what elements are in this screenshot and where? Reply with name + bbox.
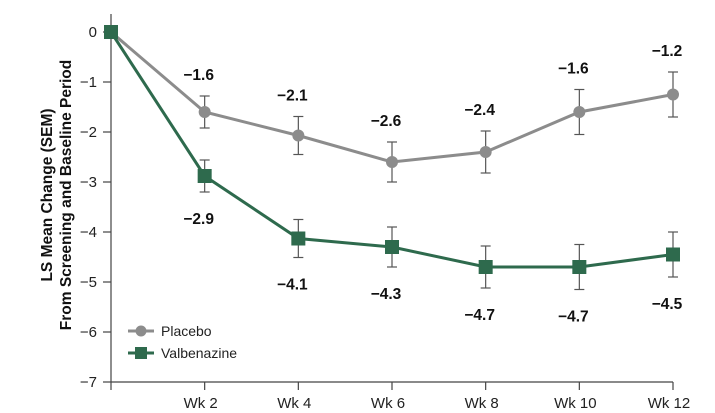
data-label: −1.6 xyxy=(183,67,214,84)
x-tick-label: Wk 2 xyxy=(184,395,218,412)
data-point xyxy=(386,156,398,168)
x-tick-label: Wk 12 xyxy=(648,395,691,412)
data-label: −4.7 xyxy=(558,309,589,326)
legend-marker xyxy=(135,347,147,359)
data-point xyxy=(667,88,679,101)
data-point xyxy=(197,169,212,183)
y-axis-title-line: LS Mean Change (SEM) xyxy=(39,108,56,281)
data-point xyxy=(291,231,306,246)
data-point xyxy=(572,260,587,274)
data-label: −2.1 xyxy=(277,88,308,105)
y-tick-label: −5 xyxy=(80,274,97,291)
data-point xyxy=(292,129,305,142)
data-point xyxy=(198,106,211,118)
y-axis-title-line: From Screening and Baseline Period xyxy=(58,60,75,330)
data-label: −4.3 xyxy=(371,286,402,303)
y-axis: 0 −1 −2 −3 −4 −5 −6 −7 xyxy=(80,14,112,391)
legend-item-placebo: Placebo xyxy=(128,323,212,339)
series-valbenazine: −2.9 −4.1 −4.3 −4.7 −4.7 −4.5 xyxy=(104,25,683,326)
legend: Placebo Valbenazine xyxy=(128,323,237,361)
data-label: −4.1 xyxy=(277,277,308,294)
x-tick-label: Wk 6 xyxy=(371,395,405,412)
series-layer: −1.6 −2.1 −2.6 −2.4 −1.6 −1.2 −2.9 −4.1 −4.3 −4.7… xyxy=(104,25,683,326)
data-point xyxy=(104,25,118,39)
legend-label: Valbenazine xyxy=(161,345,237,361)
x-tick-label: Wk 10 xyxy=(554,395,597,412)
data-label: −1.6 xyxy=(558,61,589,78)
y-tick-label: −1 xyxy=(80,74,97,91)
y-tick-label: 0 xyxy=(89,24,97,41)
data-label: −4.7 xyxy=(464,307,495,324)
data-point xyxy=(385,240,399,254)
data-label: −2.6 xyxy=(371,113,402,130)
y-axis-title: LS Mean Change (SEM) From Screening and B… xyxy=(39,60,75,330)
legend-item-valbenazine: Valbenazine xyxy=(128,345,237,361)
data-label: −2.9 xyxy=(183,211,214,228)
data-point xyxy=(666,247,680,262)
y-tick-label: −3 xyxy=(80,174,97,191)
data-point xyxy=(479,146,492,158)
x-tick-label: Wk 8 xyxy=(465,395,499,412)
data-label: −2.4 xyxy=(464,102,495,119)
data-point xyxy=(478,260,493,274)
x-axis: Wk 2 Wk 4 Wk 6 Wk 8 Wk 10 Wk 12 xyxy=(110,381,691,412)
x-tick-label: Wk 4 xyxy=(277,395,311,412)
series-placebo: −1.6 −2.1 −2.6 −2.4 −1.6 −1.2 xyxy=(105,26,683,183)
y-tick-label: −4 xyxy=(80,224,97,241)
y-tick-label: −7 xyxy=(80,374,97,391)
data-label: −1.2 xyxy=(652,43,683,60)
y-tick-label: −6 xyxy=(80,324,97,341)
data-point xyxy=(573,106,586,118)
legend-marker xyxy=(135,325,147,337)
y-tick-label: −2 xyxy=(80,124,97,141)
legend-label: Placebo xyxy=(161,323,212,339)
data-label: −4.5 xyxy=(652,296,683,313)
